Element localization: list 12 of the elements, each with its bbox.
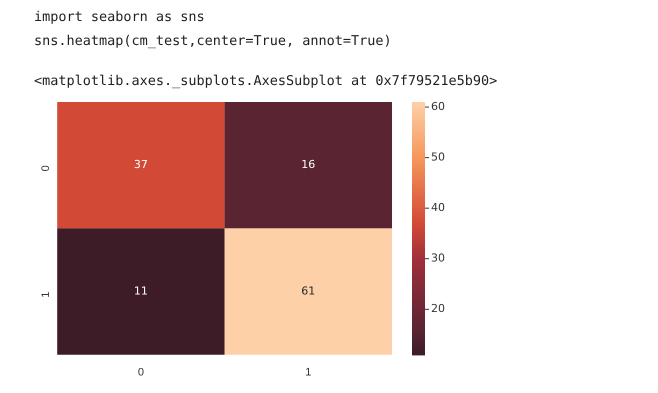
data-label: 61 — [301, 284, 316, 298]
color-bar-label: 20 — [431, 302, 445, 316]
color-bar-label: 30 — [431, 252, 445, 265]
text: <matplotlib.axes._subplots.AxesSubplot at 0x7f79521e5b90> — [34, 73, 498, 89]
color-bar-label: 60 — [431, 100, 445, 113]
color-bar-label: 40 — [431, 201, 445, 214]
data-label: 37 — [134, 158, 148, 172]
data-label: 11 — [134, 284, 148, 298]
data-label: 16 — [301, 158, 316, 172]
text: import seaborn as sns — [34, 9, 205, 25]
color-bar-label: 50 — [431, 150, 445, 164]
text: sns.heatmap(cm_test,center=True, annot=True) — [34, 33, 392, 49]
